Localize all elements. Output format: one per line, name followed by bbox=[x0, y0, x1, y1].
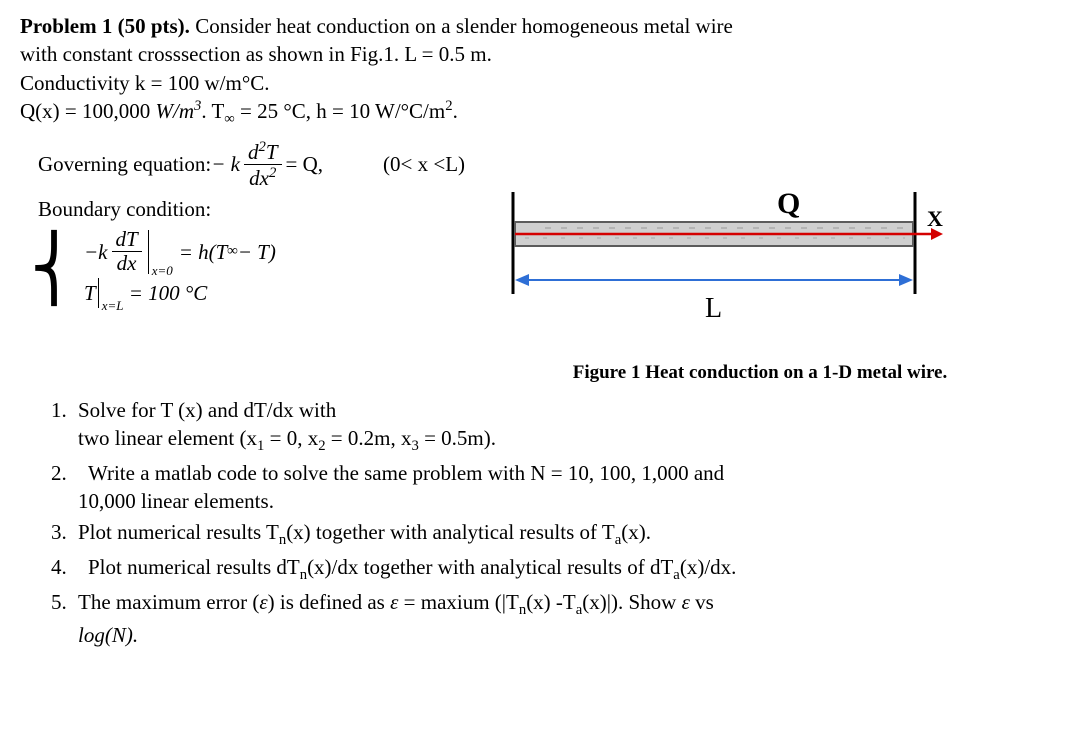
line4-inf: ∞ bbox=[224, 111, 234, 127]
eval-bar-2: x=L bbox=[98, 278, 99, 308]
eval-bar-1: x=0 bbox=[148, 230, 149, 274]
problem-header: Problem 1 (50 pts). Consider heat conduc… bbox=[20, 12, 1066, 130]
gov-equals: = Q, bbox=[286, 150, 324, 178]
line4-post: = 25 °C, h = 10 W/°C/m bbox=[235, 99, 445, 123]
line2: with constant crosssection as shown in F… bbox=[20, 42, 492, 66]
bc1-frac: dT dx bbox=[112, 229, 142, 274]
figure-caption: Figure 1 Heat conduction on a 1-D metal … bbox=[460, 360, 1060, 386]
title: Problem 1 (50 pts). bbox=[20, 14, 190, 38]
line3: Conductivity k = 100 w/m°C. bbox=[20, 71, 270, 95]
middle-row: Governing equation: − k d2T dx2 = Q, (0<… bbox=[20, 130, 1066, 354]
bc-row-1: −k dT dx x=0 = h(T∞ − T) bbox=[84, 229, 276, 274]
gov-frac: d2T dx2 bbox=[244, 140, 282, 189]
equations-block: Governing equation: − k d2T dx2 = Q, (0<… bbox=[20, 134, 465, 322]
line1-rest: Consider heat conduction on a slender ho… bbox=[190, 14, 733, 38]
question-3: Plot numerical results Tn(x) together wi… bbox=[72, 518, 1066, 551]
line4-pre: Q(x) = 100,000 bbox=[20, 99, 156, 123]
bc-row-2: T x=L = 100 °C bbox=[84, 278, 276, 308]
line4-exp2: 2 bbox=[445, 98, 452, 114]
figure-1: Q L X bbox=[485, 174, 945, 354]
figure-L-label: L bbox=[705, 290, 722, 328]
gov-domain: (0< x <L) bbox=[383, 150, 465, 178]
governing-eq: Governing equation: − k d2T dx2 = Q, (0<… bbox=[38, 140, 465, 189]
line4-wm3: W/m bbox=[156, 99, 195, 123]
bc-block: ⎨ −k dT dx x=0 = h(T∞ − T) T x bbox=[30, 225, 465, 312]
gov-label: Governing equation: bbox=[38, 150, 211, 178]
question-4: Plot numerical results dTn(x)/dx togethe… bbox=[72, 553, 1066, 586]
bc-label: Boundary condition: bbox=[38, 195, 465, 223]
questions-list: Solve for T (x) and dT/dx with two linea… bbox=[72, 396, 1066, 650]
question-1: Solve for T (x) and dT/dx with two linea… bbox=[72, 396, 1066, 457]
question-5: The maximum error (ε) is defined as ε = … bbox=[72, 588, 1066, 649]
figure-Q-label: Q bbox=[777, 184, 800, 225]
brace-icon: ⎨ bbox=[30, 225, 84, 312]
gov-minus-k: − k bbox=[211, 150, 240, 178]
figure-X-label: X bbox=[927, 204, 943, 234]
question-2: Write a matlab code to solve the same pr… bbox=[72, 459, 1066, 516]
line4-end: . bbox=[453, 99, 458, 123]
line4-mid: . T bbox=[201, 99, 224, 123]
